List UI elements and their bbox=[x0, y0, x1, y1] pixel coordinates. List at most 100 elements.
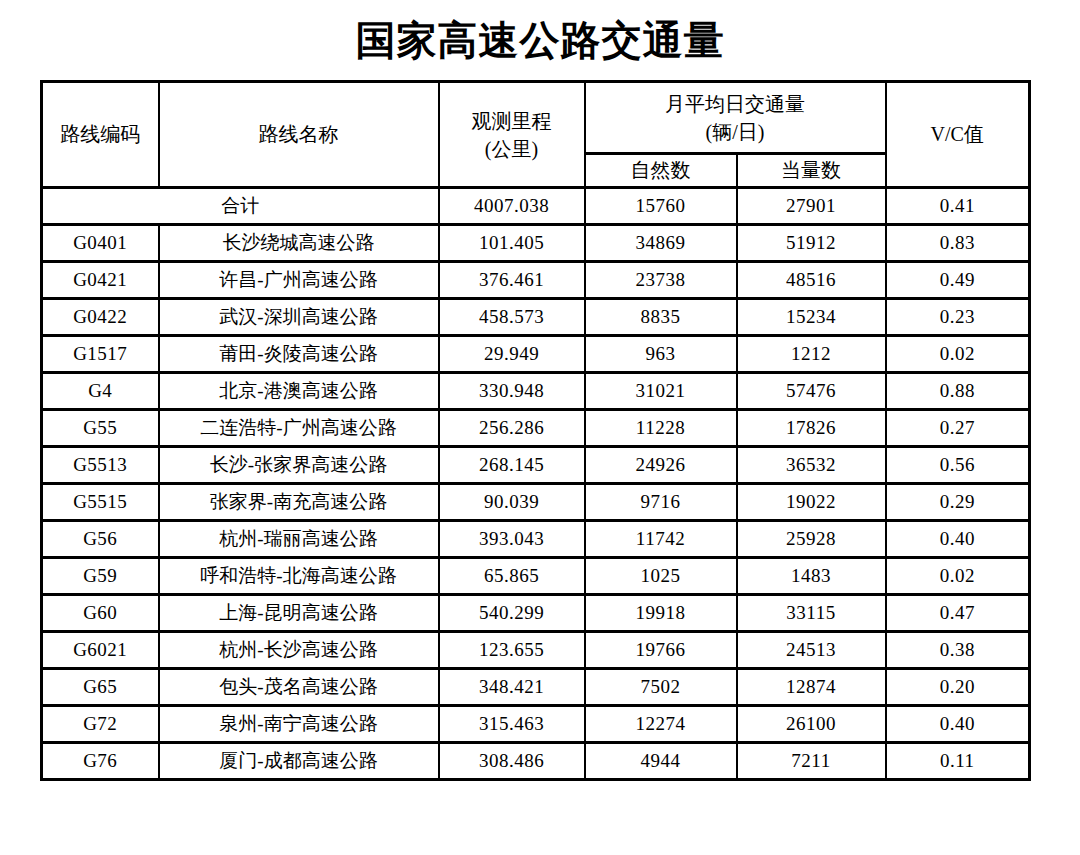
header-traffic-group: 月平均日交通量 (辆/日) bbox=[585, 82, 886, 154]
cell-route-name: 上海-昆明高速公路 bbox=[159, 595, 439, 632]
cell-mileage: 29.949 bbox=[439, 336, 585, 373]
cell-mileage: 458.573 bbox=[439, 299, 585, 336]
cell-natural: 11742 bbox=[585, 521, 737, 558]
traffic-table: 路线编码 路线名称 观测里程 (公里) 月平均日交通量 (辆/日) V/C值 自… bbox=[40, 80, 1031, 781]
cell-equivalent: 51912 bbox=[737, 225, 886, 262]
cell-mileage: 90.039 bbox=[439, 484, 585, 521]
table-row: G1517 莆田-炎陵高速公路 29.949 963 1212 0.02 bbox=[42, 336, 1030, 373]
cell-route-name: 二连浩特-广州高速公路 bbox=[159, 410, 439, 447]
cell-natural: 7502 bbox=[585, 669, 737, 706]
cell-equivalent: 57476 bbox=[737, 373, 886, 410]
cell-equivalent: 17826 bbox=[737, 410, 886, 447]
cell-natural: 24926 bbox=[585, 447, 737, 484]
cell-equivalent: 12874 bbox=[737, 669, 886, 706]
cell-mileage: 540.299 bbox=[439, 595, 585, 632]
cell-route-code: G76 bbox=[42, 743, 159, 780]
table-row: G56 杭州-瑞丽高速公路 393.043 11742 25928 0.40 bbox=[42, 521, 1030, 558]
cell-mileage: 268.145 bbox=[439, 447, 585, 484]
cell-vc: 0.49 bbox=[886, 262, 1030, 299]
table-row: G0422 武汉-深圳高速公路 458.573 8835 15234 0.23 bbox=[42, 299, 1030, 336]
cell-natural: 34869 bbox=[585, 225, 737, 262]
header-vc: V/C值 bbox=[886, 82, 1030, 188]
cell-equivalent: 1483 bbox=[737, 558, 886, 595]
cell-route-name: 泉州-南宁高速公路 bbox=[159, 706, 439, 743]
table-row: G76 厦门-成都高速公路 308.486 4944 7211 0.11 bbox=[42, 743, 1030, 780]
cell-route-name: 长沙-张家界高速公路 bbox=[159, 447, 439, 484]
cell-route-code: G5515 bbox=[42, 484, 159, 521]
cell-vc: 0.47 bbox=[886, 595, 1030, 632]
cell-route-name: 张家界-南充高速公路 bbox=[159, 484, 439, 521]
cell-route-name: 长沙绕城高速公路 bbox=[159, 225, 439, 262]
cell-route-code: G59 bbox=[42, 558, 159, 595]
cell-natural: 19766 bbox=[585, 632, 737, 669]
cell-natural: 1025 bbox=[585, 558, 737, 595]
cell-vc: 0.02 bbox=[886, 558, 1030, 595]
total-mileage: 4007.038 bbox=[439, 188, 585, 225]
cell-mileage: 330.948 bbox=[439, 373, 585, 410]
table-row: G65 包头-茂名高速公路 348.421 7502 12874 0.20 bbox=[42, 669, 1030, 706]
table-row: G6021 杭州-长沙高速公路 123.655 19766 24513 0.38 bbox=[42, 632, 1030, 669]
cell-vc: 0.40 bbox=[886, 706, 1030, 743]
total-equivalent: 27901 bbox=[737, 188, 886, 225]
cell-route-name: 北京-港澳高速公路 bbox=[159, 373, 439, 410]
header-route-code: 路线编码 bbox=[42, 82, 159, 188]
cell-equivalent: 1212 bbox=[737, 336, 886, 373]
cell-mileage: 308.486 bbox=[439, 743, 585, 780]
table-row: G5513 长沙-张家界高速公路 268.145 24926 36532 0.5… bbox=[42, 447, 1030, 484]
cell-natural: 9716 bbox=[585, 484, 737, 521]
cell-route-code: G0401 bbox=[42, 225, 159, 262]
cell-natural: 31021 bbox=[585, 373, 737, 410]
cell-vc: 0.29 bbox=[886, 484, 1030, 521]
cell-equivalent: 48516 bbox=[737, 262, 886, 299]
cell-route-code: G56 bbox=[42, 521, 159, 558]
table-row: G0421 许昌-广州高速公路 376.461 23738 48516 0.49 bbox=[42, 262, 1030, 299]
cell-mileage: 65.865 bbox=[439, 558, 585, 595]
cell-mileage: 256.286 bbox=[439, 410, 585, 447]
cell-natural: 11228 bbox=[585, 410, 737, 447]
cell-equivalent: 19022 bbox=[737, 484, 886, 521]
cell-equivalent: 36532 bbox=[737, 447, 886, 484]
cell-route-code: G0422 bbox=[42, 299, 159, 336]
cell-route-code: G72 bbox=[42, 706, 159, 743]
cell-equivalent: 7211 bbox=[737, 743, 886, 780]
cell-mileage: 123.655 bbox=[439, 632, 585, 669]
total-row: 合计 4007.038 15760 27901 0.41 bbox=[42, 188, 1030, 225]
cell-vc: 0.40 bbox=[886, 521, 1030, 558]
cell-equivalent: 15234 bbox=[737, 299, 886, 336]
cell-route-code: G6021 bbox=[42, 632, 159, 669]
header-natural: 自然数 bbox=[585, 154, 737, 188]
page-title: 国家高速公路交通量 bbox=[0, 0, 1080, 80]
cell-route-name: 包头-茂名高速公路 bbox=[159, 669, 439, 706]
cell-natural: 8835 bbox=[585, 299, 737, 336]
cell-route-name: 许昌-广州高速公路 bbox=[159, 262, 439, 299]
table-row: G55 二连浩特-广州高速公路 256.286 11228 17826 0.27 bbox=[42, 410, 1030, 447]
cell-route-name: 杭州-瑞丽高速公路 bbox=[159, 521, 439, 558]
cell-equivalent: 26100 bbox=[737, 706, 886, 743]
table-row: G4 北京-港澳高速公路 330.948 31021 57476 0.88 bbox=[42, 373, 1030, 410]
total-natural: 15760 bbox=[585, 188, 737, 225]
cell-mileage: 315.463 bbox=[439, 706, 585, 743]
cell-route-name: 厦门-成都高速公路 bbox=[159, 743, 439, 780]
header-mileage: 观测里程 (公里) bbox=[439, 82, 585, 188]
cell-natural: 12274 bbox=[585, 706, 737, 743]
cell-natural: 963 bbox=[585, 336, 737, 373]
table-row: G60 上海-昆明高速公路 540.299 19918 33115 0.47 bbox=[42, 595, 1030, 632]
cell-vc: 0.02 bbox=[886, 336, 1030, 373]
header-route-name: 路线名称 bbox=[159, 82, 439, 188]
cell-route-name: 呼和浩特-北海高速公路 bbox=[159, 558, 439, 595]
cell-equivalent: 24513 bbox=[737, 632, 886, 669]
cell-route-code: G4 bbox=[42, 373, 159, 410]
table-row: G72 泉州-南宁高速公路 315.463 12274 26100 0.40 bbox=[42, 706, 1030, 743]
table-header-row: 路线编码 路线名称 观测里程 (公里) 月平均日交通量 (辆/日) V/C值 bbox=[42, 82, 1030, 154]
cell-mileage: 348.421 bbox=[439, 669, 585, 706]
table-row: G0401 长沙绕城高速公路 101.405 34869 51912 0.83 bbox=[42, 225, 1030, 262]
cell-vc: 0.20 bbox=[886, 669, 1030, 706]
cell-equivalent: 25928 bbox=[737, 521, 886, 558]
cell-mileage: 376.461 bbox=[439, 262, 585, 299]
cell-vc: 0.11 bbox=[886, 743, 1030, 780]
cell-mileage: 101.405 bbox=[439, 225, 585, 262]
cell-vc: 0.56 bbox=[886, 447, 1030, 484]
table-row: G5515 张家界-南充高速公路 90.039 9716 19022 0.29 bbox=[42, 484, 1030, 521]
cell-route-name: 杭州-长沙高速公路 bbox=[159, 632, 439, 669]
cell-route-code: G55 bbox=[42, 410, 159, 447]
